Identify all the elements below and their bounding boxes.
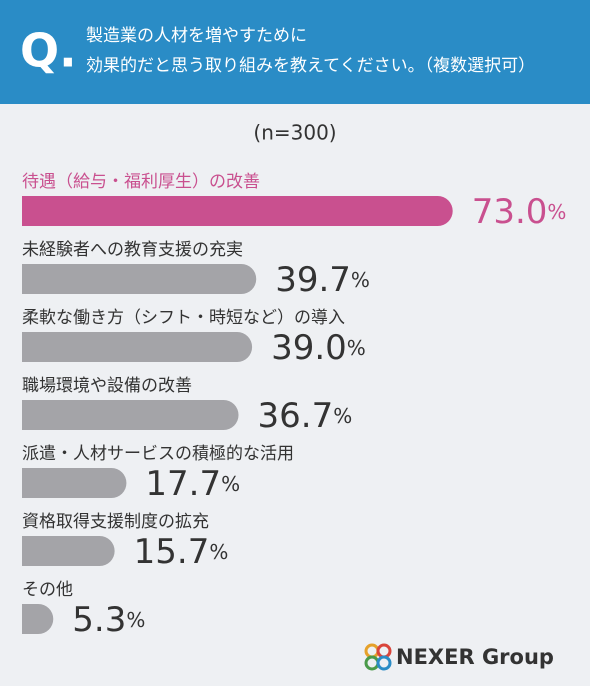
category-label: 柔軟な働き方（シフト・時短など）の導入	[22, 308, 345, 328]
bar	[22, 196, 453, 226]
logo: NEXER Group	[396, 645, 554, 669]
subtitle: (n=300)	[253, 121, 336, 145]
value-label: 17.7%	[145, 464, 240, 504]
logo-icon	[364, 643, 392, 671]
value-label: 39.7%	[275, 260, 370, 300]
value-label: 5.3%	[72, 600, 145, 640]
category-label: 待遇（給与・福利厚生）の改善	[22, 172, 260, 192]
category-label: 職場環境や設備の改善	[22, 376, 192, 396]
bar	[22, 400, 239, 430]
title-line: 製造業の人材を増やすために	[86, 26, 307, 46]
value-label: 15.7%	[134, 532, 229, 572]
bar	[22, 604, 54, 634]
title-line: 効果的だと思う取り組みを教えてください。（複数選択可）	[86, 56, 535, 76]
bar	[22, 468, 127, 498]
value-label: 73.0%	[472, 192, 567, 232]
category-label: 資格取得支援制度の拡充	[22, 512, 209, 532]
value-label: 39.0%	[271, 328, 366, 368]
category-label: その他	[22, 580, 73, 600]
bar	[22, 536, 115, 566]
badge: Q.	[20, 24, 77, 78]
value-label: 36.7%	[258, 396, 353, 436]
category-label: 未経験者への教育支援の充実	[22, 240, 243, 260]
bar	[22, 332, 253, 362]
category-label: 派遣・人材サービスの積極的な活用	[22, 444, 294, 464]
bar	[22, 264, 257, 294]
header	[0, 0, 590, 104]
